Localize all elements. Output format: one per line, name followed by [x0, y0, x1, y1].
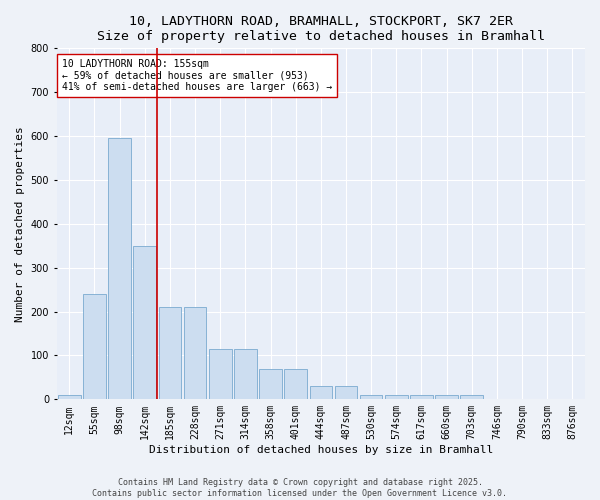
Bar: [209, 349, 232, 400]
Text: Contains HM Land Registry data © Crown copyright and database right 2025.
Contai: Contains HM Land Registry data © Crown c…: [92, 478, 508, 498]
Text: 10 LADYTHORN ROAD: 155sqm
← 59% of detached houses are smaller (953)
41% of semi: 10 LADYTHORN ROAD: 155sqm ← 59% of detac…: [62, 59, 332, 92]
Bar: [83, 294, 106, 400]
Bar: [158, 307, 181, 400]
Bar: [133, 246, 156, 400]
Bar: [385, 395, 407, 400]
Bar: [184, 307, 206, 400]
Bar: [436, 395, 458, 400]
Bar: [58, 395, 80, 400]
Bar: [259, 368, 282, 400]
Title: 10, LADYTHORN ROAD, BRAMHALL, STOCKPORT, SK7 2ER
Size of property relative to de: 10, LADYTHORN ROAD, BRAMHALL, STOCKPORT,…: [97, 15, 545, 43]
Bar: [360, 395, 382, 400]
Bar: [284, 368, 307, 400]
Y-axis label: Number of detached properties: Number of detached properties: [15, 126, 25, 322]
Bar: [234, 349, 257, 400]
X-axis label: Distribution of detached houses by size in Bramhall: Distribution of detached houses by size …: [149, 445, 493, 455]
Bar: [108, 138, 131, 400]
Bar: [460, 395, 483, 400]
Bar: [410, 395, 433, 400]
Bar: [335, 386, 358, 400]
Bar: [310, 386, 332, 400]
